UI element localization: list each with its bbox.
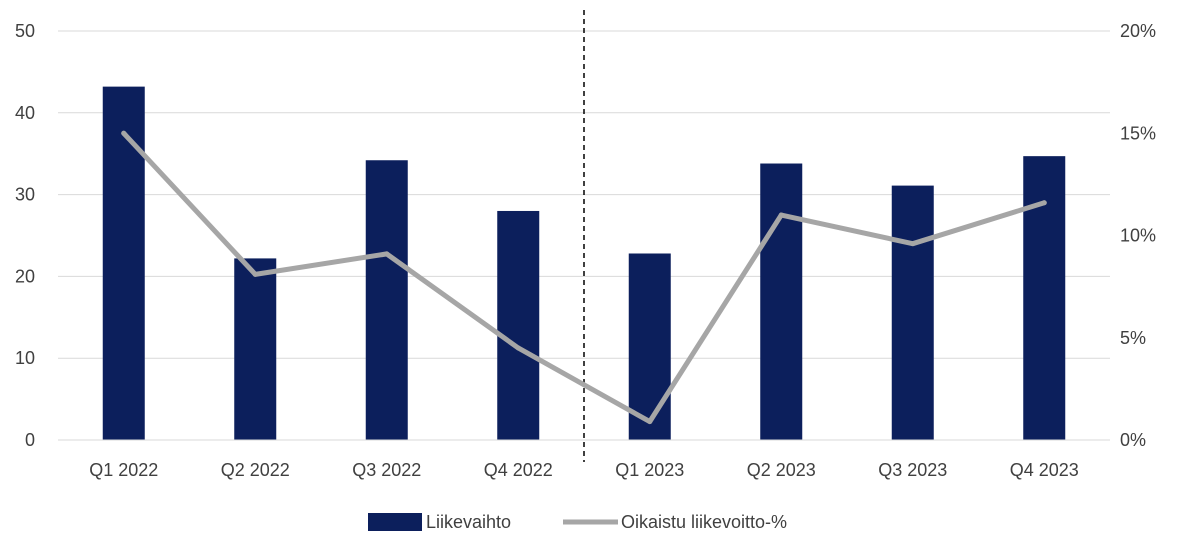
series-line bbox=[121, 130, 1047, 425]
y-left-tick-label: 30 bbox=[15, 185, 35, 205]
y-right-tick-label: 10% bbox=[1120, 226, 1156, 246]
legend: Liikevaihto Oikaistu liikevoitto-% bbox=[368, 512, 787, 532]
line-series bbox=[121, 130, 1047, 425]
y-left-tick-label: 20 bbox=[15, 266, 35, 286]
line-point bbox=[121, 130, 127, 136]
y-right-tick-label: 0% bbox=[1120, 430, 1146, 450]
y-left-tick-label: 50 bbox=[15, 21, 35, 41]
y-left-tick-label: 40 bbox=[15, 103, 35, 123]
y-left-tick-label: 10 bbox=[15, 348, 35, 368]
bar-series bbox=[102, 86, 1066, 441]
y-axis-left: 0 10 20 30 40 50 bbox=[15, 21, 35, 450]
line-point bbox=[252, 271, 258, 277]
y-right-tick-label: 5% bbox=[1120, 328, 1146, 348]
bar bbox=[497, 210, 540, 440]
y-right-tick-label: 15% bbox=[1120, 123, 1156, 143]
line-point bbox=[647, 419, 653, 425]
x-tick-label: Q3 2022 bbox=[352, 460, 421, 480]
x-tick-label: Q2 2023 bbox=[747, 460, 816, 480]
x-tick-label: Q4 2023 bbox=[1010, 460, 1079, 480]
line-point bbox=[515, 345, 521, 351]
x-tick-label: Q3 2023 bbox=[878, 460, 947, 480]
y-right-tick-label: 20% bbox=[1120, 21, 1156, 41]
legend-label-oikaistu-liikevoitto: Oikaistu liikevoitto-% bbox=[621, 512, 787, 532]
bar bbox=[628, 253, 671, 440]
x-tick-label: Q2 2022 bbox=[221, 460, 290, 480]
bar bbox=[234, 258, 277, 440]
bar bbox=[365, 160, 408, 440]
x-tick-label: Q1 2022 bbox=[89, 460, 158, 480]
x-tick-label: Q4 2022 bbox=[484, 460, 553, 480]
legend-swatch-liikevaihto bbox=[368, 513, 422, 531]
x-axis: Q1 2022 Q2 2022 Q3 2022 Q4 2022 Q1 2023 Q2 20… bbox=[58, 439, 1110, 480]
line-point bbox=[910, 241, 916, 247]
y-left-tick-label: 0 bbox=[25, 430, 35, 450]
line-point bbox=[384, 251, 390, 257]
x-tick-label: Q1 2023 bbox=[615, 460, 684, 480]
bar bbox=[760, 163, 803, 441]
y-axis-right: 0% 5% 10% 15% 20% bbox=[1120, 21, 1156, 450]
bar bbox=[891, 185, 934, 440]
line-point bbox=[778, 212, 784, 218]
legend-label-liikevaihto: Liikevaihto bbox=[426, 512, 511, 532]
line-point bbox=[1041, 200, 1047, 206]
bar bbox=[102, 86, 145, 441]
bar bbox=[1023, 156, 1066, 441]
